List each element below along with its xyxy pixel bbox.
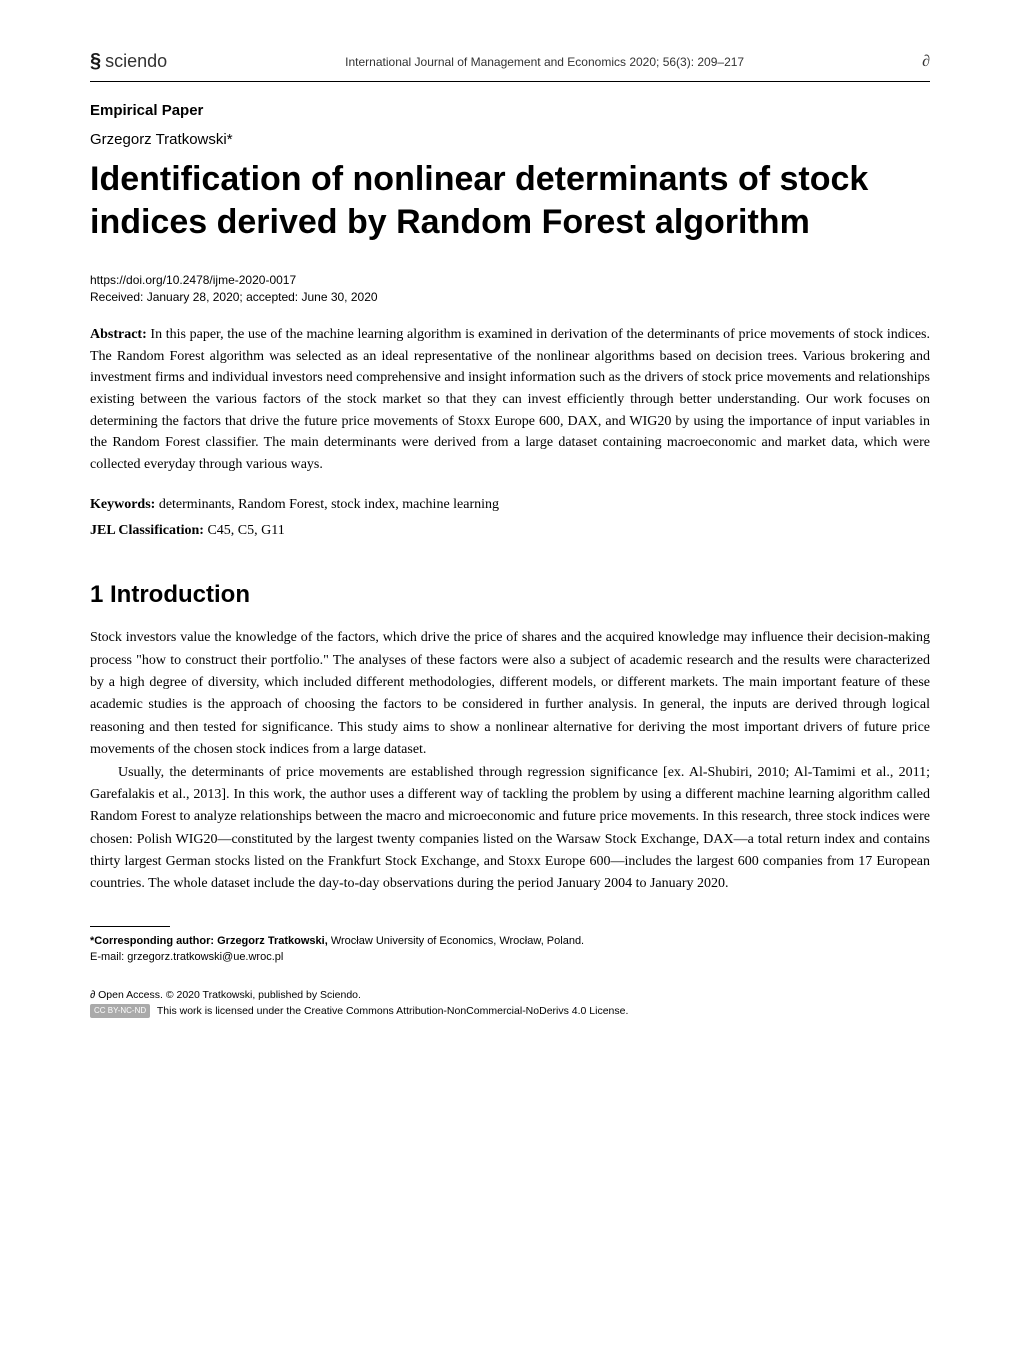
footnote-email-label: E-mail: xyxy=(90,951,127,963)
received-accepted-dates: Received: January 28, 2020; accepted: Ju… xyxy=(90,290,930,304)
doi-link[interactable]: https://doi.org/10.2478/ijme-2020-0017 xyxy=(90,273,930,287)
publisher-logo: § sciendo xyxy=(90,50,167,73)
footnote-separator xyxy=(90,926,170,927)
jel-text: C45, C5, G11 xyxy=(204,523,285,538)
publisher-logo-icon: § xyxy=(90,50,101,73)
journal-citation: International Journal of Management and … xyxy=(345,55,744,69)
footnote-affiliation: Wrocław University of Economics, Wrocław… xyxy=(328,935,584,947)
cc-license-text: This work is licensed under the Creative… xyxy=(154,1005,628,1017)
keywords-block: Keywords: determinants, Random Forest, s… xyxy=(90,494,930,516)
paper-type: Empirical Paper xyxy=(90,102,930,119)
section-heading-introduction: 1 Introduction xyxy=(90,581,930,609)
footnote-email[interactable]: grzegorz.tratkowski@ue.wroc.pl xyxy=(127,951,283,963)
publisher-name: sciendo xyxy=(105,51,167,72)
author-line: Grzegorz Tratkowski* xyxy=(90,131,930,148)
paper-title: Identification of nonlinear determinants… xyxy=(90,158,930,243)
open-access-icon: ∂ xyxy=(922,53,930,71)
license-block: ∂ Open Access. © 2020 Tratkowski, publis… xyxy=(90,988,930,1020)
footnote-author-label: *Corresponding author: Grzegorz Tratkows… xyxy=(90,935,328,947)
jel-block: JEL Classification: C45, C5, G11 xyxy=(90,520,930,542)
keywords-label: Keywords: xyxy=(90,497,155,512)
intro-paragraph-2: Usually, the determinants of price movem… xyxy=(90,762,930,896)
abstract-label: Abstract: xyxy=(90,327,147,342)
abstract-block: Abstract: In this paper, the use of the … xyxy=(90,324,930,476)
intro-paragraph-1: Stock investors value the knowledge of t… xyxy=(90,627,930,761)
jel-label: JEL Classification: xyxy=(90,523,204,538)
header-bar: § sciendo International Journal of Manag… xyxy=(90,50,930,82)
cc-badge-icon: CC BY-NC-ND xyxy=(90,1004,150,1018)
corresponding-author-footnote: *Corresponding author: Grzegorz Tratkows… xyxy=(90,933,930,966)
abstract-text: In this paper, the use of the machine le… xyxy=(90,327,930,472)
keywords-text: determinants, Random Forest, stock index… xyxy=(155,497,499,512)
open-access-text: Open Access. © 2020 Tratkowski, publishe… xyxy=(95,989,361,1001)
